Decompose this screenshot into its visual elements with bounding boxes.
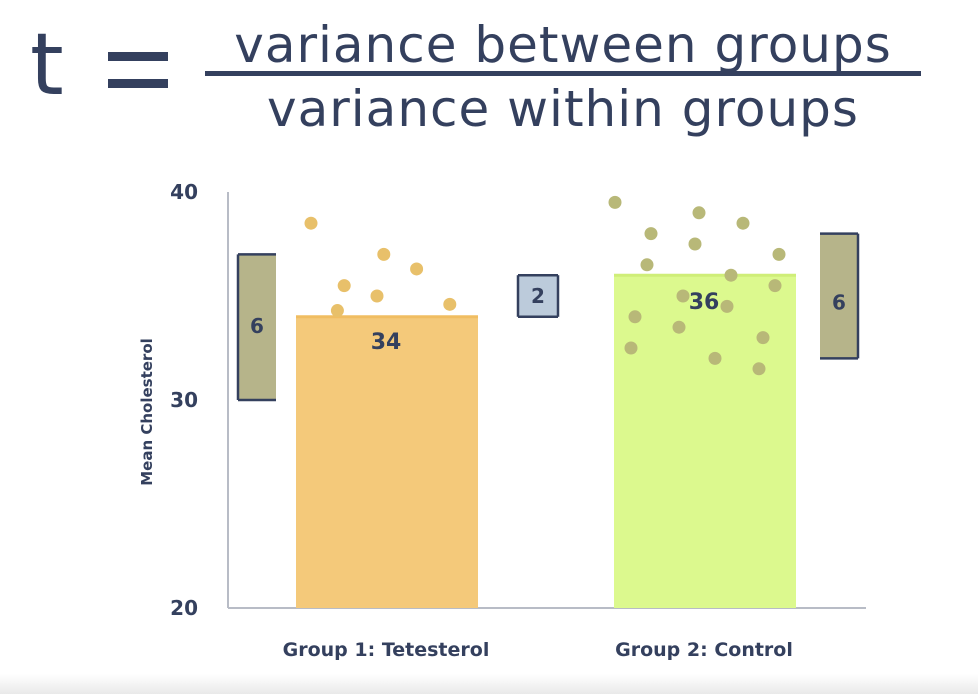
data-point: [752, 362, 766, 376]
data-point: [692, 206, 706, 220]
formula-t: t: [30, 15, 64, 115]
y-tick-label: 30: [170, 388, 198, 412]
cholesterol-bar-chart: 20 30 40 Mean Cholesterol 34 36 Group 1: Tetes…: [138, 180, 866, 661]
category-label: Group 1: Tetesterol: [283, 639, 490, 661]
data-point: [370, 289, 384, 303]
equals-sign: [108, 52, 168, 88]
spread-box: [820, 233, 858, 359]
formula-numerator: variance between groups: [234, 16, 892, 74]
spread-box-label: 6: [832, 291, 846, 315]
fraction-bar: [205, 71, 921, 76]
bar-value-label: 34: [371, 330, 402, 355]
y-tick-label: 20: [170, 596, 198, 620]
category-label: Group 2: Control: [615, 639, 793, 661]
data-point: [410, 262, 424, 276]
spread-box-label: 6: [250, 314, 264, 338]
y-tick-label: 40: [170, 180, 198, 204]
spread-box: [518, 275, 558, 317]
data-point: [443, 297, 457, 311]
data-point: [672, 320, 686, 334]
data-point: [640, 258, 654, 272]
bar-2: [614, 275, 796, 608]
bottom-fade: [0, 674, 978, 694]
spread-box: [238, 254, 276, 400]
spread-box-label: 2: [531, 284, 545, 308]
data-point: [608, 195, 622, 209]
data-point: [628, 310, 642, 324]
data-point: [330, 304, 344, 318]
formula-denominator: variance within groups: [267, 80, 859, 138]
bar-1: [296, 316, 478, 608]
data-point: [688, 237, 702, 251]
bar-value-label: 36: [689, 290, 720, 315]
data-point: [772, 247, 786, 261]
data-point: [756, 331, 770, 345]
data-point: [304, 216, 318, 230]
data-point: [624, 341, 638, 355]
y-axis-label: Mean Cholesterol: [138, 338, 156, 486]
data-point: [337, 279, 351, 293]
data-point: [720, 299, 734, 313]
t-formula: t variance between groups variance withi…: [0, 0, 978, 150]
data-point: [736, 216, 750, 230]
data-point: [676, 289, 690, 303]
data-point: [768, 279, 782, 293]
data-point: [708, 351, 722, 365]
data-point: [724, 268, 738, 282]
data-point: [644, 227, 658, 241]
data-point: [377, 247, 391, 261]
